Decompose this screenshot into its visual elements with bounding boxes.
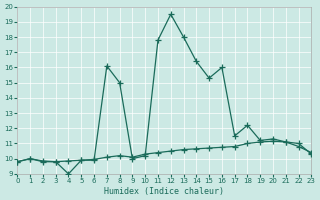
X-axis label: Humidex (Indice chaleur): Humidex (Indice chaleur) <box>104 187 224 196</box>
